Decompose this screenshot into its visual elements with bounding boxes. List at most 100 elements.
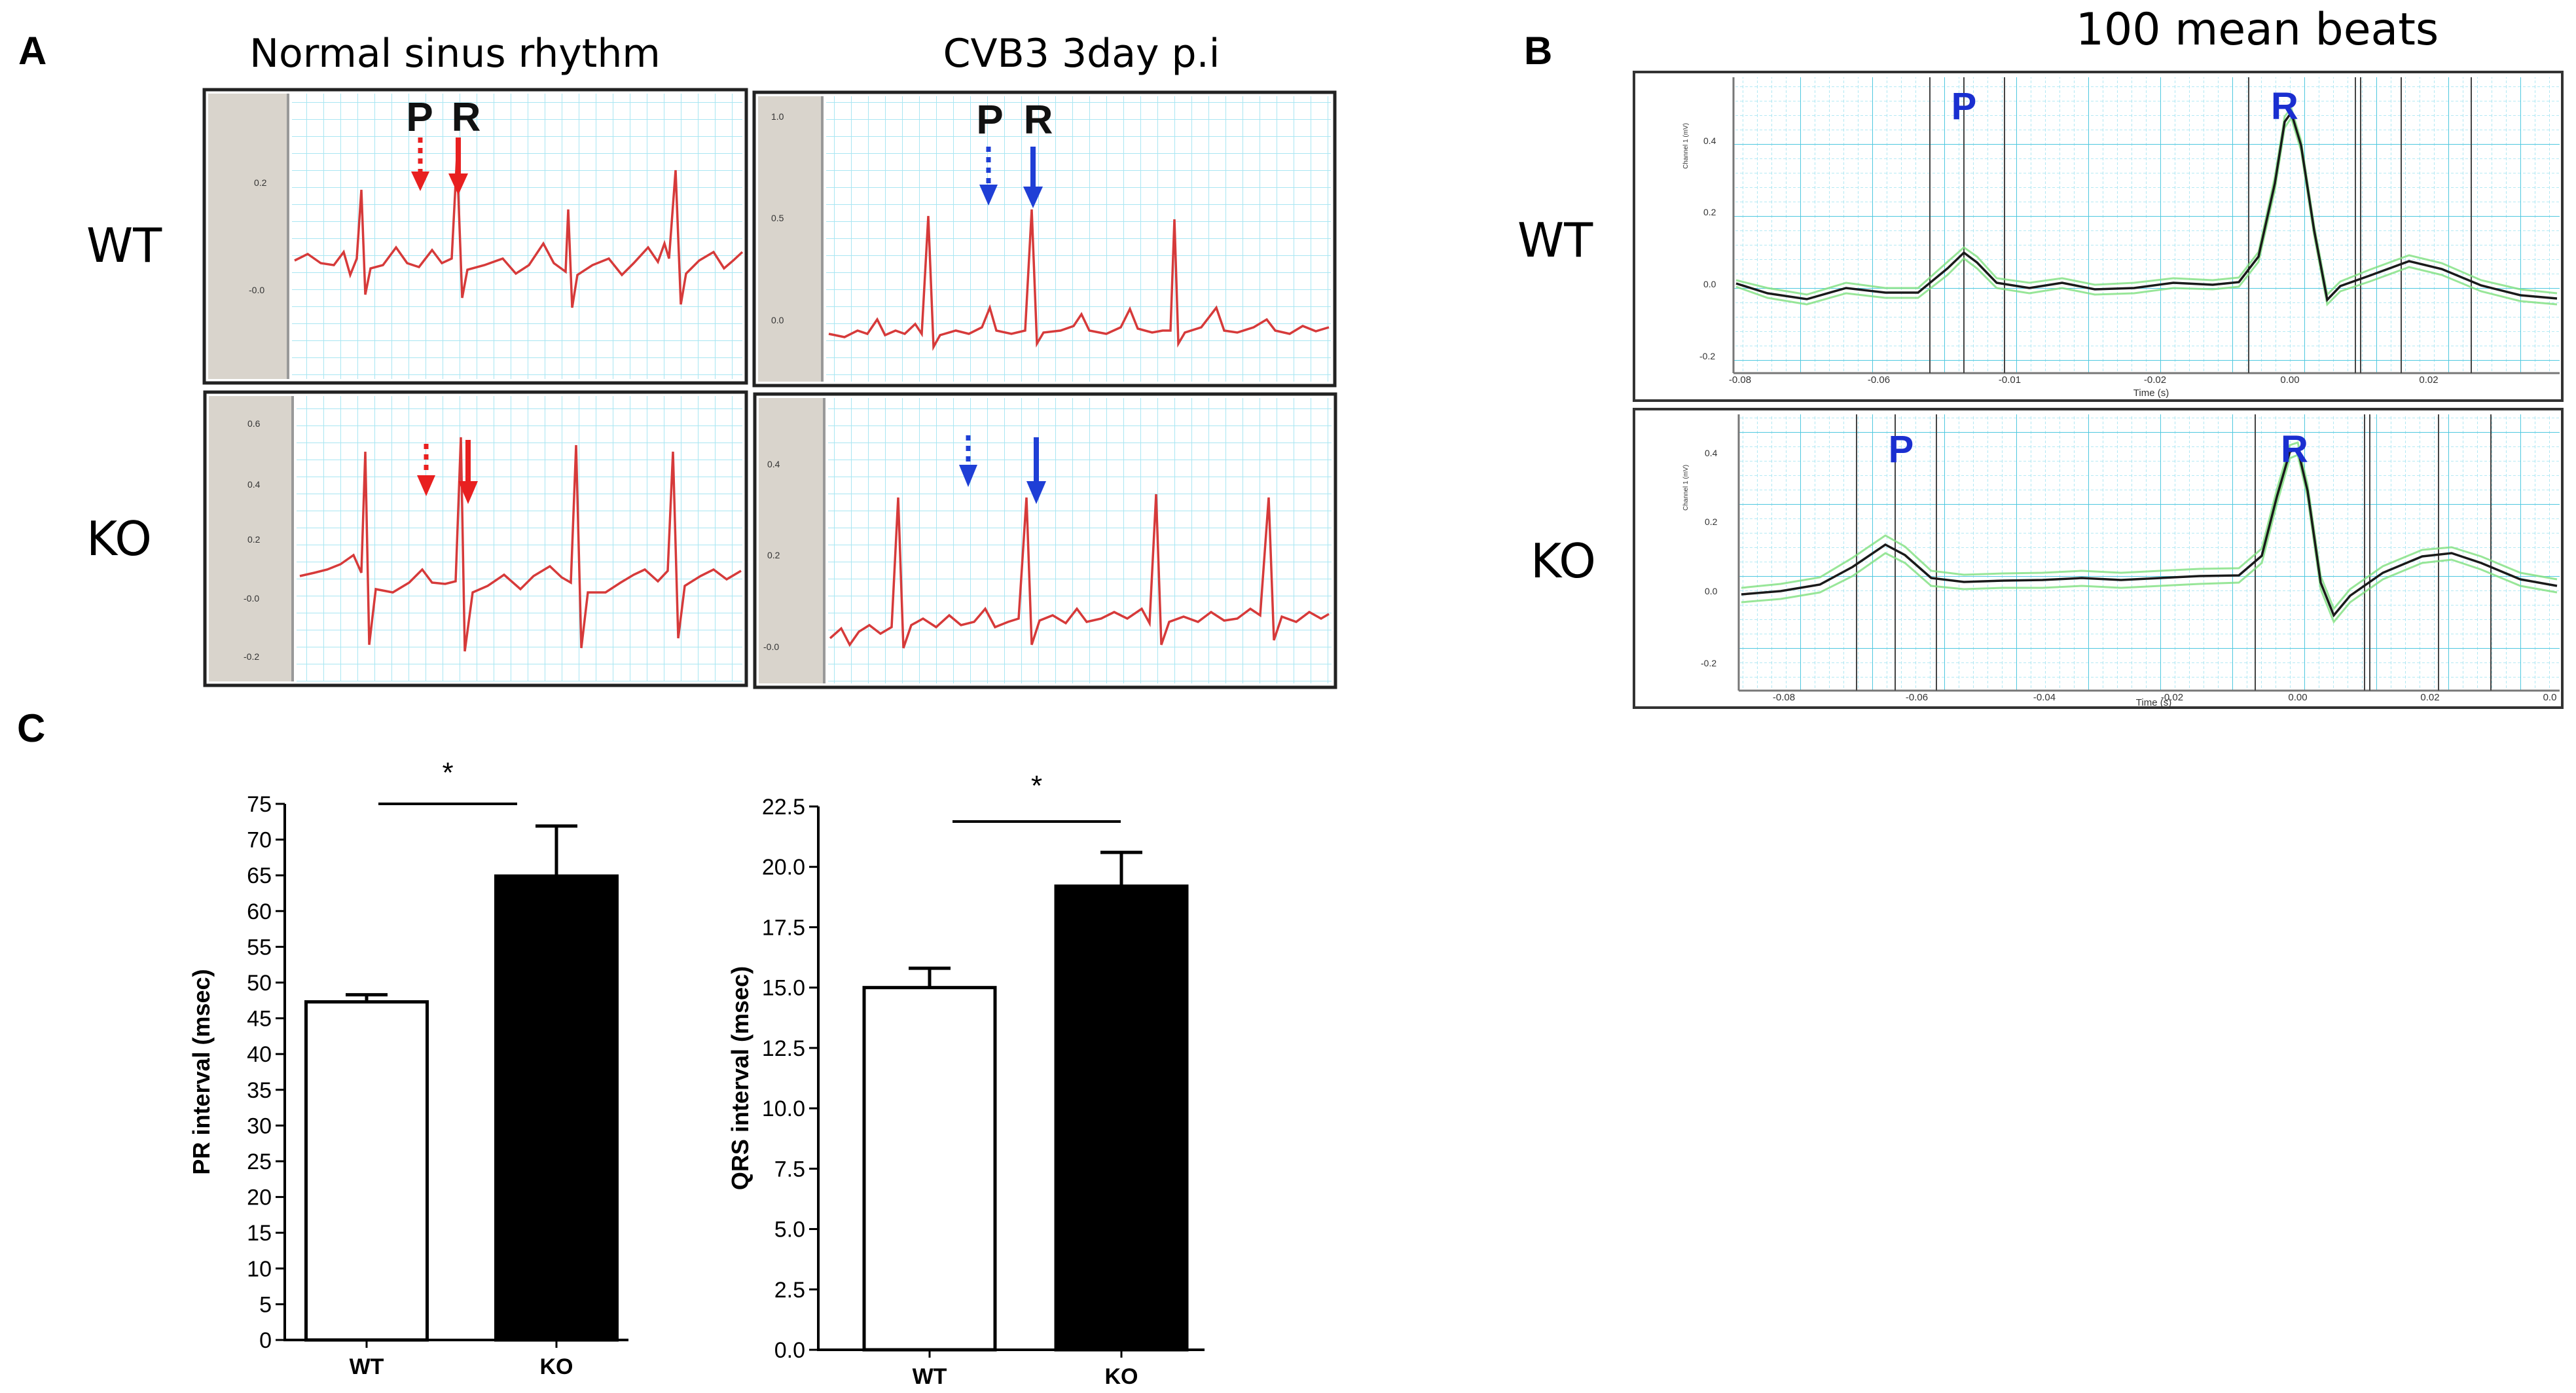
y-tick-label: 10.0	[762, 1096, 805, 1121]
y-tick-label: 5.0	[774, 1218, 805, 1242]
x-tick-label: WT	[350, 1354, 384, 1379]
bar-wt	[304, 1000, 429, 1342]
y-tick-label: 50	[247, 971, 272, 996]
r-marker-arrow	[1026, 437, 1046, 504]
p-marker-label: P	[976, 98, 1003, 143]
ecg-box-wt-normal: 0.2 -0.0 P R	[202, 88, 748, 385]
mean-beat-box-wt: Channel 1 (mV) 0.4 0.2 0.0 -0.2 -0.08 -0…	[1633, 71, 2564, 402]
panel-b-row-label-wt: WT	[1517, 213, 1593, 268]
axis-tick: 0.00	[2280, 374, 2299, 386]
axis-tick: -0.08	[1773, 692, 1795, 703]
r-marker-arrow	[458, 440, 478, 504]
axis-tick: 0.00	[2288, 692, 2307, 703]
axis-tick: -0.2	[1699, 351, 1715, 361]
p-marker-arrow	[417, 444, 435, 496]
axis-tick: -0.2	[1701, 658, 1716, 668]
r-marker-label: R	[1024, 98, 1053, 143]
axis-tick: 0.0	[771, 315, 784, 325]
axis-tick: 0.5	[771, 213, 784, 223]
axis-label: Channel 1 (mV)	[1682, 123, 1690, 169]
y-tick-label: 12.5	[762, 1036, 805, 1061]
y-tick-label: 45	[247, 1007, 272, 1032]
axis-tick: 0.2	[1705, 516, 1718, 527]
ecg-box-ko-cvb3: 0.4 0.2 -0.0	[753, 392, 1337, 689]
x-tick-label: KO	[1105, 1364, 1138, 1389]
axis-tick: 0.2	[767, 550, 780, 560]
p-marker-label: P	[406, 95, 433, 140]
axis-tick: -0.0	[244, 593, 259, 604]
axis-tick: -0.04	[2033, 692, 2056, 703]
axis-tick: 0.4	[1703, 136, 1716, 146]
p-marker-label: P	[1889, 428, 1914, 471]
qrs-interval-chart: 0.0 2.5 5.0 7.5 10.0 12.5 15.0 17.5 20.0 22.5 WT KO…	[727, 770, 1205, 1389]
r-marker-label: R	[2281, 428, 2308, 471]
y-tick-label: 10	[247, 1257, 272, 1282]
x-tick-label: WT	[913, 1364, 947, 1389]
panel-a-row-label-ko: KO	[86, 511, 152, 566]
panel-a-col-title-normal: Normal sinus rhythm	[249, 31, 661, 77]
ecg-box-wt-cvb3: 1.0 0.5 0.0 P R	[752, 90, 1337, 388]
axis-tick: -0.01	[1999, 374, 2021, 386]
y-tick-label: 20	[247, 1185, 272, 1210]
y-tick-label: 0	[259, 1328, 272, 1353]
y-tick-label: 60	[247, 899, 272, 924]
axis-label: Time (s)	[2136, 697, 2171, 708]
r-marker-label: R	[2271, 85, 2298, 128]
axis-tick: -0.02	[2161, 692, 2183, 703]
p-marker-arrow	[959, 435, 977, 487]
axis-tick: 0.0	[2543, 692, 2557, 703]
panel-b-row-label-ko: KO	[1531, 534, 1596, 588]
y-tick-label: 35	[247, 1078, 272, 1103]
mean-trace	[1735, 110, 2558, 302]
axis-tick: -0.06	[1906, 692, 1928, 703]
y-axis-label: PR interval (msec)	[188, 969, 215, 1174]
axis-tick: 0.0	[1703, 279, 1716, 289]
r-marker-label: R	[452, 95, 481, 140]
axis-tick: 0.02	[2419, 374, 2438, 386]
ecg-trace	[294, 156, 744, 308]
r-marker-arrow	[1023, 147, 1043, 208]
axis-tick: 0.4	[1705, 448, 1718, 458]
pr-interval-chart: 0 5 10 15 20 25 30 35 40 45 50 55 60 65 70 75 WT KO PR int…	[188, 757, 628, 1379]
y-tick-label: 22.5	[762, 795, 805, 820]
r-marker-arrow	[448, 137, 468, 195]
ecg-box-ko-normal: 0.6 0.4 0.2 -0.0 -0.2	[203, 390, 748, 687]
axis-tick: 1.0	[771, 111, 784, 122]
significance-star: *	[1031, 770, 1042, 802]
y-tick-label: 70	[247, 828, 272, 853]
y-tick-label: 15	[247, 1221, 272, 1246]
panel-a-col-title-cvb3: CVB3 3day p.i	[943, 31, 1220, 77]
y-tick-label: 0.0	[774, 1338, 805, 1363]
significance-star: *	[442, 757, 453, 789]
axis-label: Channel 1 (mV)	[1682, 465, 1690, 511]
axis-tick: -0.02	[2144, 374, 2166, 386]
y-tick-label: 7.5	[774, 1157, 805, 1182]
x-tick-label: KO	[540, 1354, 573, 1379]
y-tick-label: 17.5	[762, 915, 805, 940]
y-tick-label: 40	[247, 1042, 272, 1067]
bar-ko	[494, 874, 619, 1342]
p-marker-arrow	[411, 137, 429, 191]
panel-b-letter: B	[1524, 29, 1552, 73]
p-marker-label: P	[1951, 85, 1977, 128]
y-tick-label: 15.0	[762, 976, 805, 1001]
mean-trace	[1741, 447, 2558, 618]
ecg-trace	[299, 437, 742, 652]
y-tick-label: 30	[247, 1113, 272, 1138]
axis-tick: 0.2	[1703, 207, 1716, 217]
axis-tick: -0.06	[1868, 374, 1890, 386]
y-axis-label: QRS interval (msec)	[727, 966, 753, 1190]
y-tick-label: 25	[247, 1149, 272, 1174]
axis-tick: 0.2	[247, 534, 261, 545]
axis-tick: 0.4	[767, 459, 780, 469]
axis-label: Time (s)	[2133, 388, 2169, 399]
axis-tick: -0.0	[763, 642, 779, 652]
panel-c-letter: C	[17, 706, 45, 750]
y-tick-label: 75	[247, 792, 272, 817]
axis-tick: 0.02	[2420, 692, 2439, 703]
axis-tick: 0.2	[254, 177, 267, 188]
y-tick-label: 20.0	[762, 855, 805, 880]
bar-wt	[862, 986, 997, 1352]
y-tick-label: 65	[247, 863, 272, 888]
ecg-trace	[829, 494, 1330, 649]
